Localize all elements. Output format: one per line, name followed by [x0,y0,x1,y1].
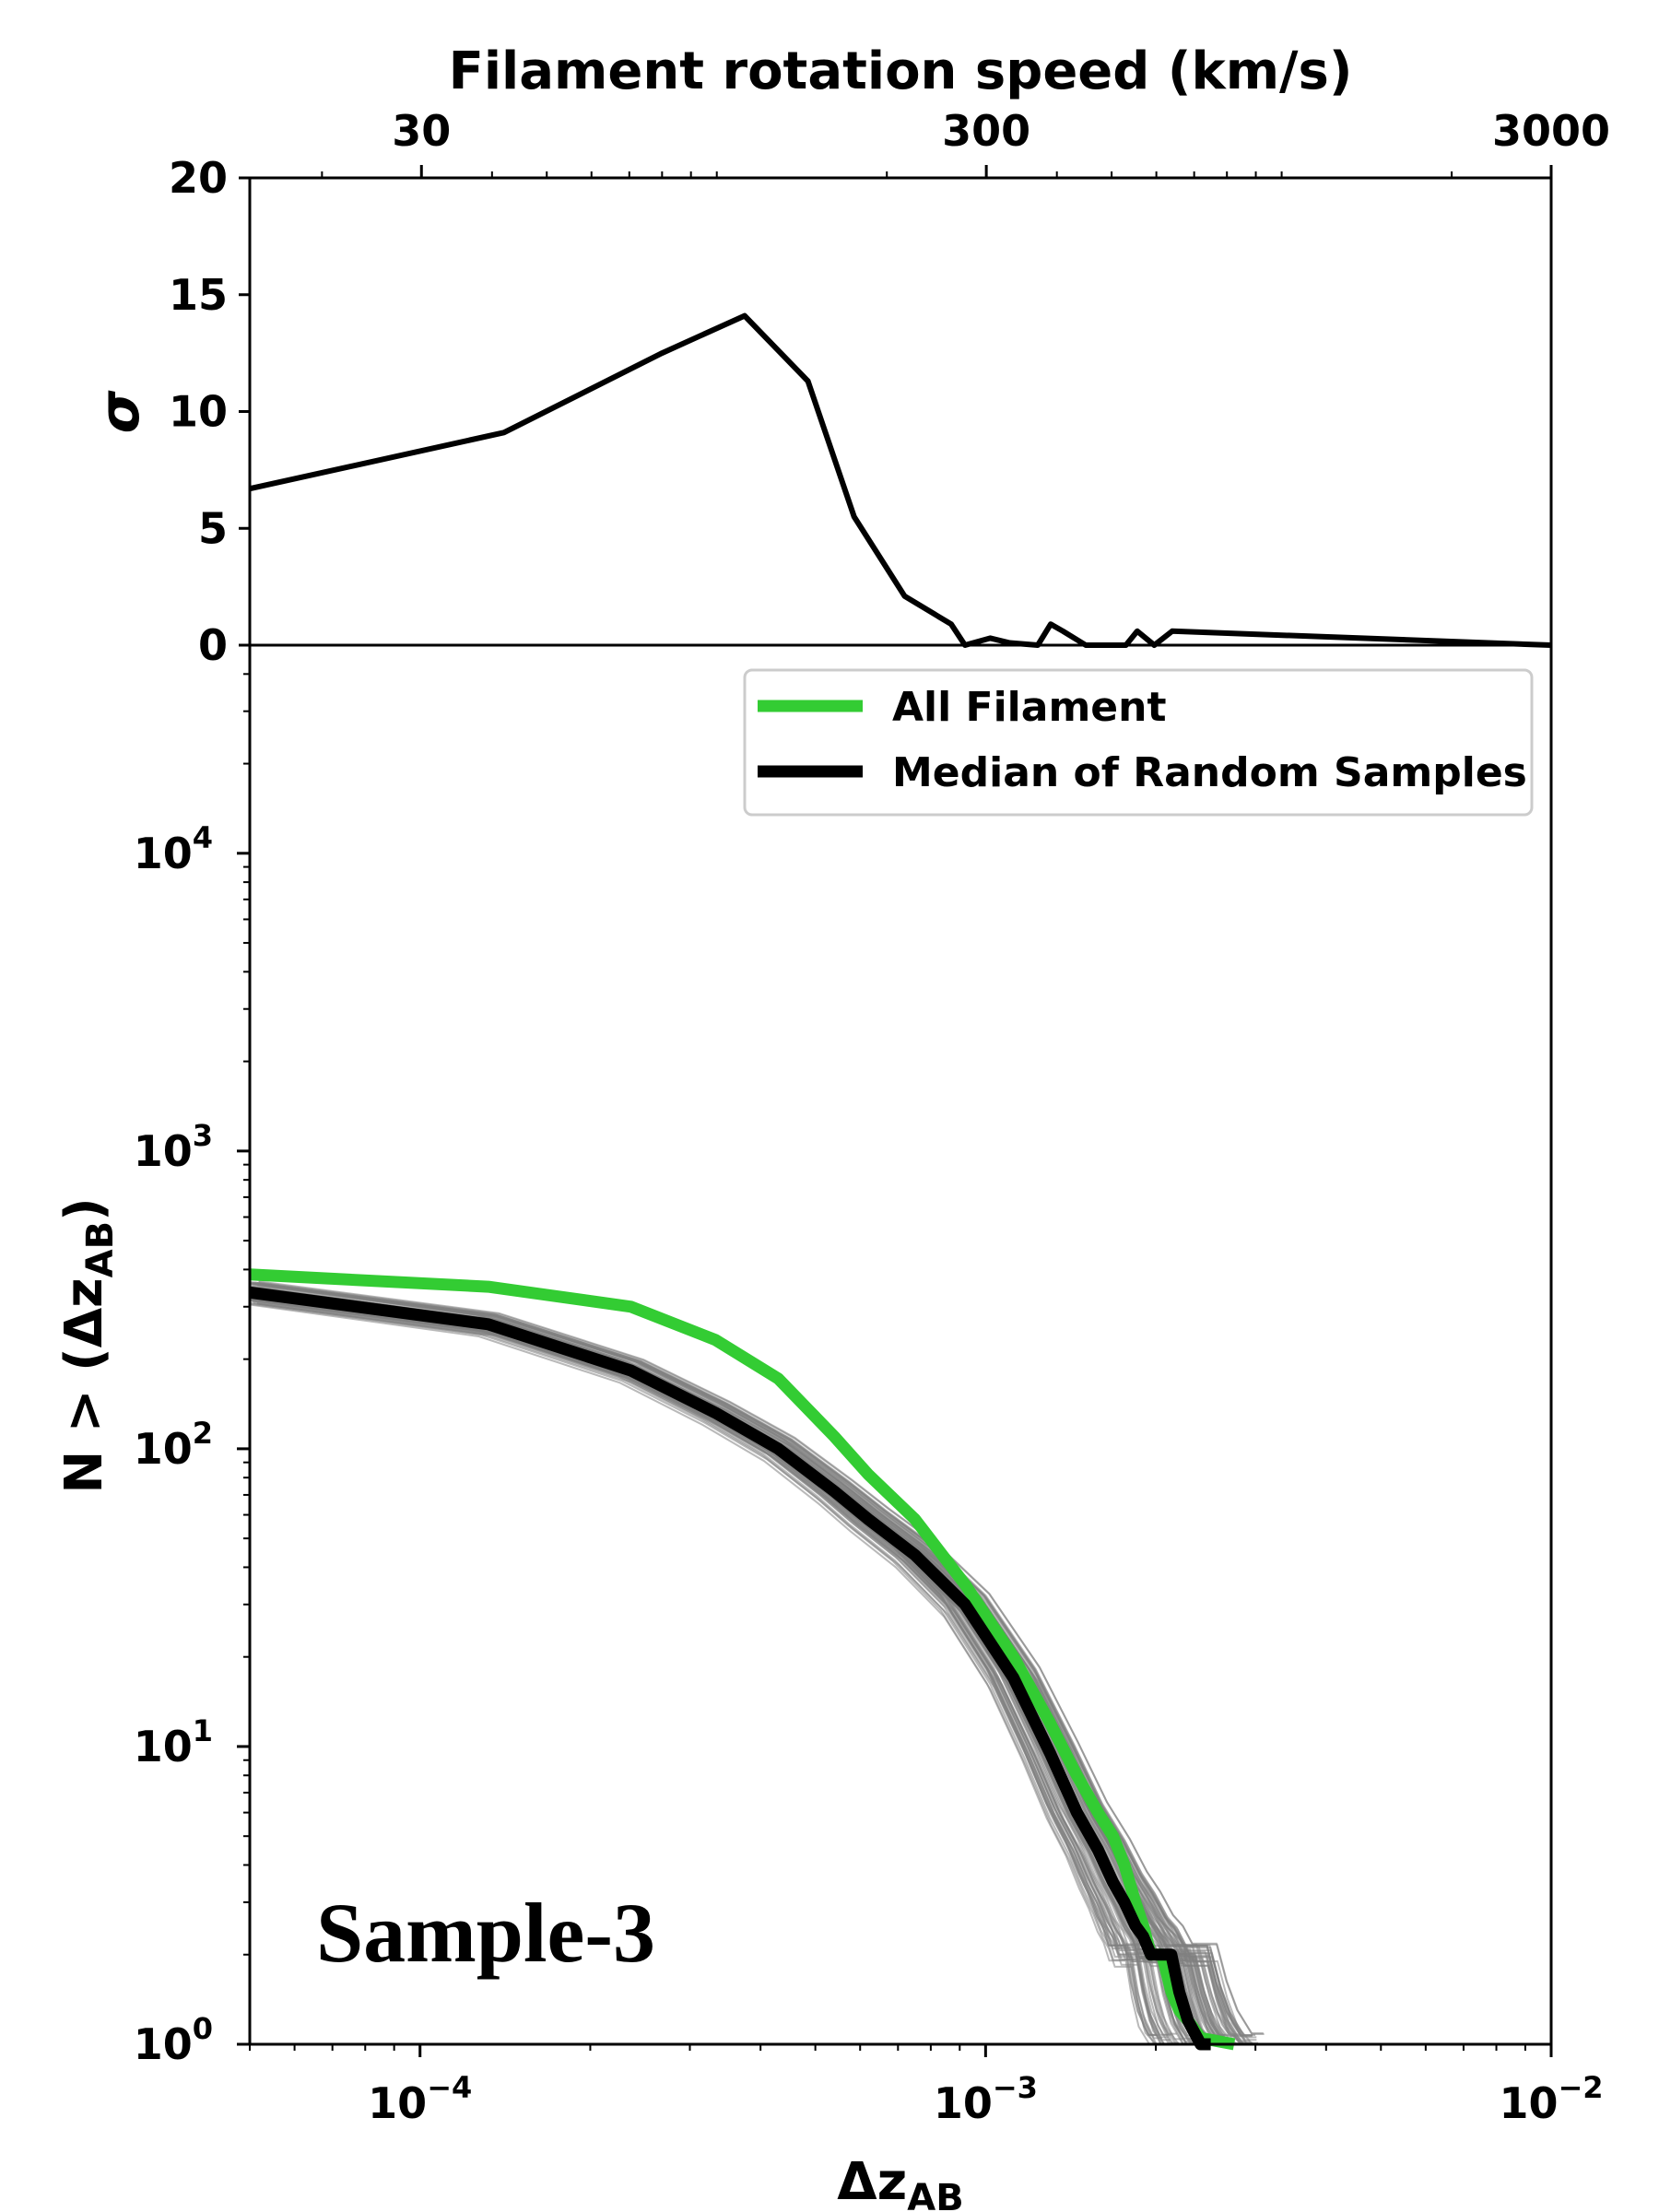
sigma-line [249,312,1552,648]
bottom-y-tick-label: 103 [134,1118,213,1176]
bottom-y-ticks: 100 101 102 103 104 [134,644,250,2069]
top-y-tick-label: 20 [169,153,228,203]
top-y-tick-label: 0 [198,620,228,670]
top-speed-tick-label: 300 [942,106,1030,156]
top-speed-tick-label: 3000 [1492,106,1610,156]
bottom-y-tick-label: 100 [134,2011,213,2069]
random-sample-curve [249,1296,1178,2045]
bottom-x-tick-label: 10−3 [934,2070,1038,2128]
y-axis-title-close: ) [54,1197,114,1221]
sample-annotation: Sample-3 [316,1886,655,1980]
bottom-y-tick-label: 104 [134,820,213,878]
top-speed-tick-label: 30 [392,106,451,156]
bottom-y-tick-label: 101 [134,1713,213,1771]
y-axis-title-sub: AB [79,1221,122,1277]
top-plot-frame [248,176,1553,647]
top-y-tick-label: 5 [198,503,228,553]
bottom-x-tick-label: 10−4 [368,2070,472,2128]
legend-box [743,668,1534,817]
y-axis-title-main: N > (Δz [54,1277,114,1493]
legend-label-median: Median of Random Samples [892,749,1527,796]
top-speed-ticks: 30 300 3000 [321,106,1610,178]
bottom-x-tick-label: 10−2 [1499,2070,1603,2128]
top-y-tick-label: 15 [169,270,228,320]
bottom-y-tick-label: 102 [134,1416,213,1474]
top-y-tick-label: 10 [169,387,228,437]
x-axis-title: ΔzAB [837,2152,963,2212]
top-axis-title: Filament rotation speed (km/s) [449,41,1353,101]
bottom-x-ticks: 10−4 10−3 10−2 [249,2044,1604,2128]
legend: All Filament Median of Random Samples [743,668,1534,817]
y-axis-title: N > (ΔzAB) [54,1197,122,1493]
top-panel: 0 5 10 15 20 30 300 3000 Filament rotation spe… [88,41,1610,670]
sigma-axis-label: σ [88,390,152,433]
random-sample-curve [252,1283,1226,2037]
top-y-ticks: 0 5 10 15 20 [169,153,250,670]
bottom-plot-frame [248,643,1553,2046]
x-axis-title-sub: AB [907,2177,963,2212]
x-axis-title-main: Δz [837,2152,907,2212]
median-random-line [249,1286,1211,2051]
random-sample-curve [258,1280,1264,2034]
legend-label-all-filament: All Filament [892,684,1167,731]
bottom-panel: 100 101 102 103 104 10−4 10−3 10−2 All Filamen… [54,643,1604,2212]
all-filament-line [249,1268,1236,2051]
